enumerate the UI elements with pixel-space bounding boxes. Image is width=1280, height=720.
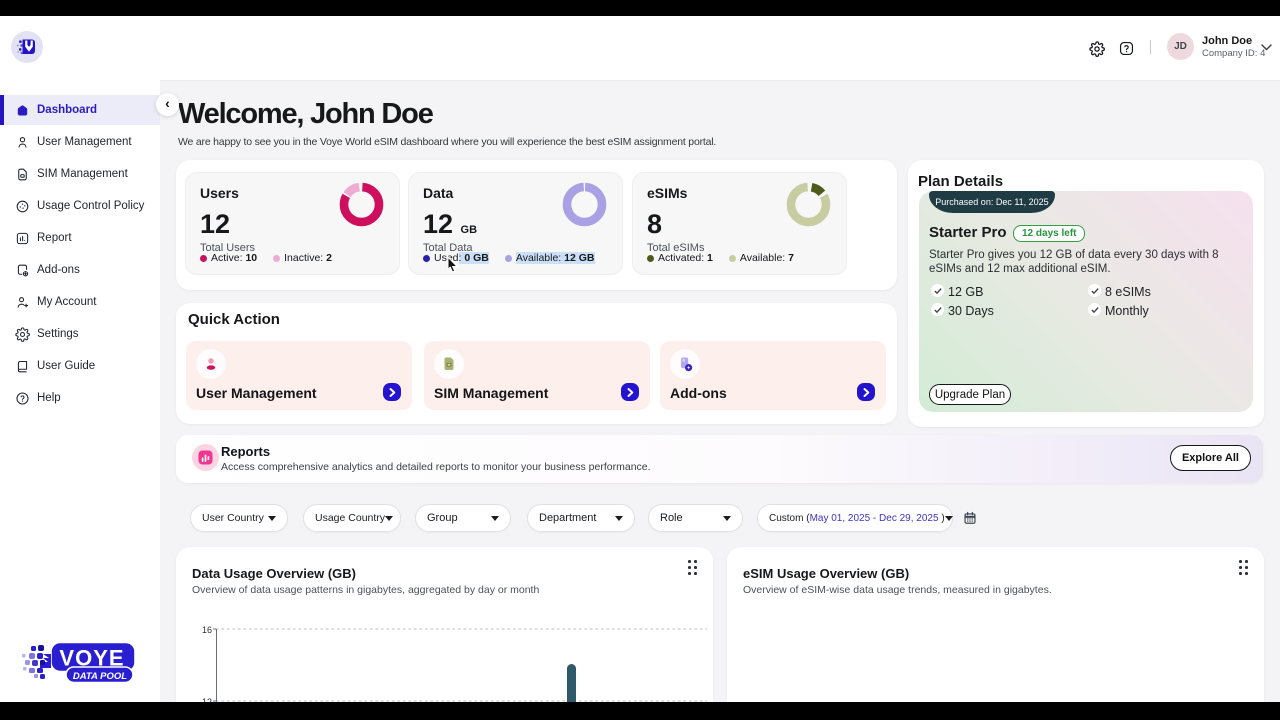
svg-text:16: 16 [202,625,212,635]
svg-text:VOYE: VOYE [59,646,124,671]
svg-text:DATA POOL: DATA POOL [73,671,127,682]
